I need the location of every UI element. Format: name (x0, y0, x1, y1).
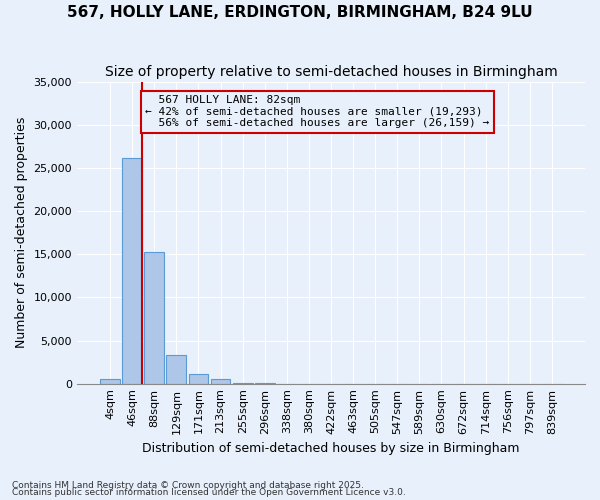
Title: Size of property relative to semi-detached houses in Birmingham: Size of property relative to semi-detach… (104, 65, 557, 79)
Bar (145, 252, 164, 384)
Text: Contains public sector information licensed under the Open Government Licence v3: Contains public sector information licen… (12, 488, 406, 497)
Text: Contains HM Land Registry data © Crown copyright and database right 2025.: Contains HM Land Registry data © Crown c… (12, 480, 364, 490)
Bar (233, 383, 253, 384)
Y-axis label: Number of semi-detached properties: Number of semi-detached properties (15, 117, 28, 348)
Text: 567 HOLLY LANE: 82sqm
← 42% of semi-detached houses are smaller (19,293)
  56% o: 567 HOLLY LANE: 82sqm ← 42% of semi-deta… (145, 95, 490, 128)
Bar (188, 374, 208, 384)
Bar (122, 158, 142, 384)
X-axis label: Distribution of semi-detached houses by size in Birmingham: Distribution of semi-detached houses by … (142, 442, 520, 455)
Text: 567, HOLLY LANE, ERDINGTON, BIRMINGHAM, B24 9LU: 567, HOLLY LANE, ERDINGTON, BIRMINGHAM, … (67, 5, 533, 20)
Bar (166, 355, 187, 384)
Bar (211, 378, 230, 384)
Bar (100, 380, 120, 384)
